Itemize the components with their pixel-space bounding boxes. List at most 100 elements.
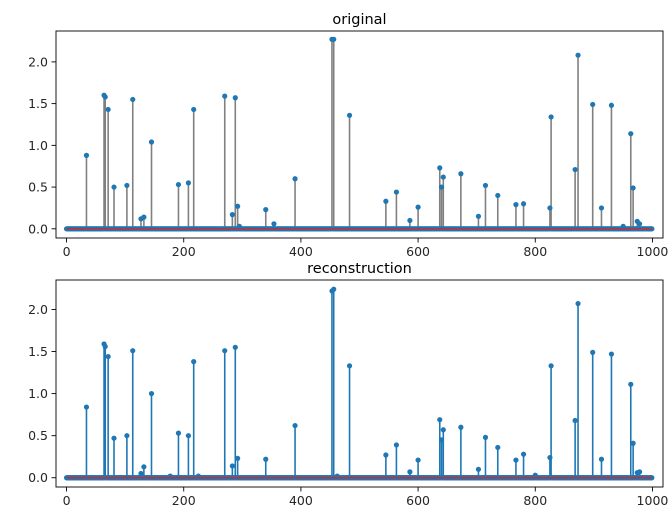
y-tick-label: 0.5 [28, 180, 48, 195]
stem-marker [520, 451, 527, 457]
stem-marker [628, 381, 634, 387]
stem-marker [271, 221, 277, 227]
stem-marker [440, 174, 446, 180]
y-tick-label: 1.5 [28, 96, 48, 111]
stem-marker [649, 475, 655, 481]
stem-marker [229, 212, 235, 218]
stem-marker [475, 466, 482, 472]
y-tick-label: 1.0 [28, 138, 48, 153]
stem-marker [636, 221, 643, 227]
stem-marker [383, 198, 389, 204]
stem-marker [548, 114, 554, 120]
stem-marker [437, 417, 443, 423]
stem-marker [438, 184, 445, 190]
stem-marker [185, 433, 192, 439]
stem-marker [111, 435, 117, 441]
stem-marker [495, 192, 501, 199]
stem-marker [475, 213, 482, 219]
stem-marker [630, 185, 636, 191]
x-tick-label: 200 [172, 493, 196, 508]
y-tick-label: 2.0 [28, 54, 48, 69]
stem-marker [331, 286, 337, 292]
axes-frame [55, 279, 664, 488]
stem-marker [438, 437, 445, 443]
stem-marker [407, 217, 413, 224]
stem-marker [520, 201, 527, 207]
x-tick-label: 0 [63, 244, 71, 259]
stem-marker [572, 417, 578, 424]
x-tick-label: 200 [172, 244, 196, 259]
stem-marker [598, 205, 605, 211]
y-tick-label: 0.0 [28, 221, 48, 236]
stem-marker [141, 464, 147, 470]
stem-marker [608, 102, 615, 108]
stem-marker [346, 112, 353, 118]
stem-marker [124, 182, 130, 189]
y-tick-label: 0.0 [28, 470, 48, 485]
stem-marker [608, 351, 615, 357]
stem-marker [235, 203, 241, 209]
y-tick-label: 2.0 [28, 302, 48, 317]
stem-marker [547, 205, 553, 211]
x-tick-label: 400 [289, 244, 313, 259]
stem-marker [105, 106, 111, 113]
stem-marker [138, 470, 144, 477]
stem-marker [148, 139, 155, 145]
stem-marker [590, 349, 596, 355]
stem-marker [185, 180, 192, 186]
stem-marker [458, 171, 464, 177]
stem-marker [628, 131, 634, 137]
stem-marker [513, 202, 519, 208]
chart-title: original [332, 12, 386, 28]
stem-marker [575, 52, 581, 58]
stem-marker [191, 106, 197, 113]
stem-marker [547, 454, 553, 461]
stem-marker [222, 348, 228, 354]
stem-marker [440, 427, 446, 433]
stem-marker [495, 444, 501, 451]
stem-marker [630, 440, 636, 446]
stem-marker [331, 36, 337, 42]
stem-marker [548, 363, 554, 369]
stem-marker [191, 359, 197, 365]
x-tick-label: 1000 [637, 244, 669, 259]
stem-marker [83, 152, 90, 158]
stem-marker [346, 363, 353, 369]
x-tick-label: 800 [523, 493, 547, 508]
x-tick-label: 400 [289, 493, 313, 508]
stem-marker [572, 166, 578, 173]
stem-marker [232, 95, 238, 101]
stem-marker [292, 176, 298, 182]
stem-marker [649, 226, 655, 232]
x-tick-label: 600 [406, 493, 430, 508]
chart-title: reconstruction [307, 261, 412, 277]
stem-marker [130, 96, 136, 103]
x-tick-label: 0 [63, 493, 71, 508]
x-tick-label: 600 [406, 244, 430, 259]
stem-marker [415, 204, 421, 210]
y-tick-label: 1.0 [28, 386, 48, 401]
stem-marker [232, 344, 238, 350]
stem-marker [575, 300, 581, 307]
stem-marker [393, 442, 400, 448]
axes-frame [55, 30, 664, 239]
stem-marker [263, 207, 269, 213]
stem-marker [105, 353, 111, 360]
stem-marker [598, 456, 605, 462]
stem-marker [235, 455, 241, 461]
stem-marker [102, 343, 108, 350]
y-tick-label: 1.5 [28, 344, 48, 359]
stem-marker [175, 430, 182, 436]
stem-marker [393, 189, 400, 195]
y-tick-label: 0.5 [28, 428, 48, 443]
stem-marker [175, 181, 182, 188]
stem-marker [263, 456, 269, 462]
stem-marker [383, 452, 389, 458]
stem-marker [458, 424, 464, 430]
stem-marker [590, 101, 596, 108]
stem-marker [83, 404, 90, 410]
x-tick-label: 800 [523, 244, 547, 259]
original-stem-plot: original 0 200 400 600 800 1000 0.0 0.5 1.0 1.5 2.0 [28, 12, 668, 259]
stem-marker [102, 94, 108, 100]
